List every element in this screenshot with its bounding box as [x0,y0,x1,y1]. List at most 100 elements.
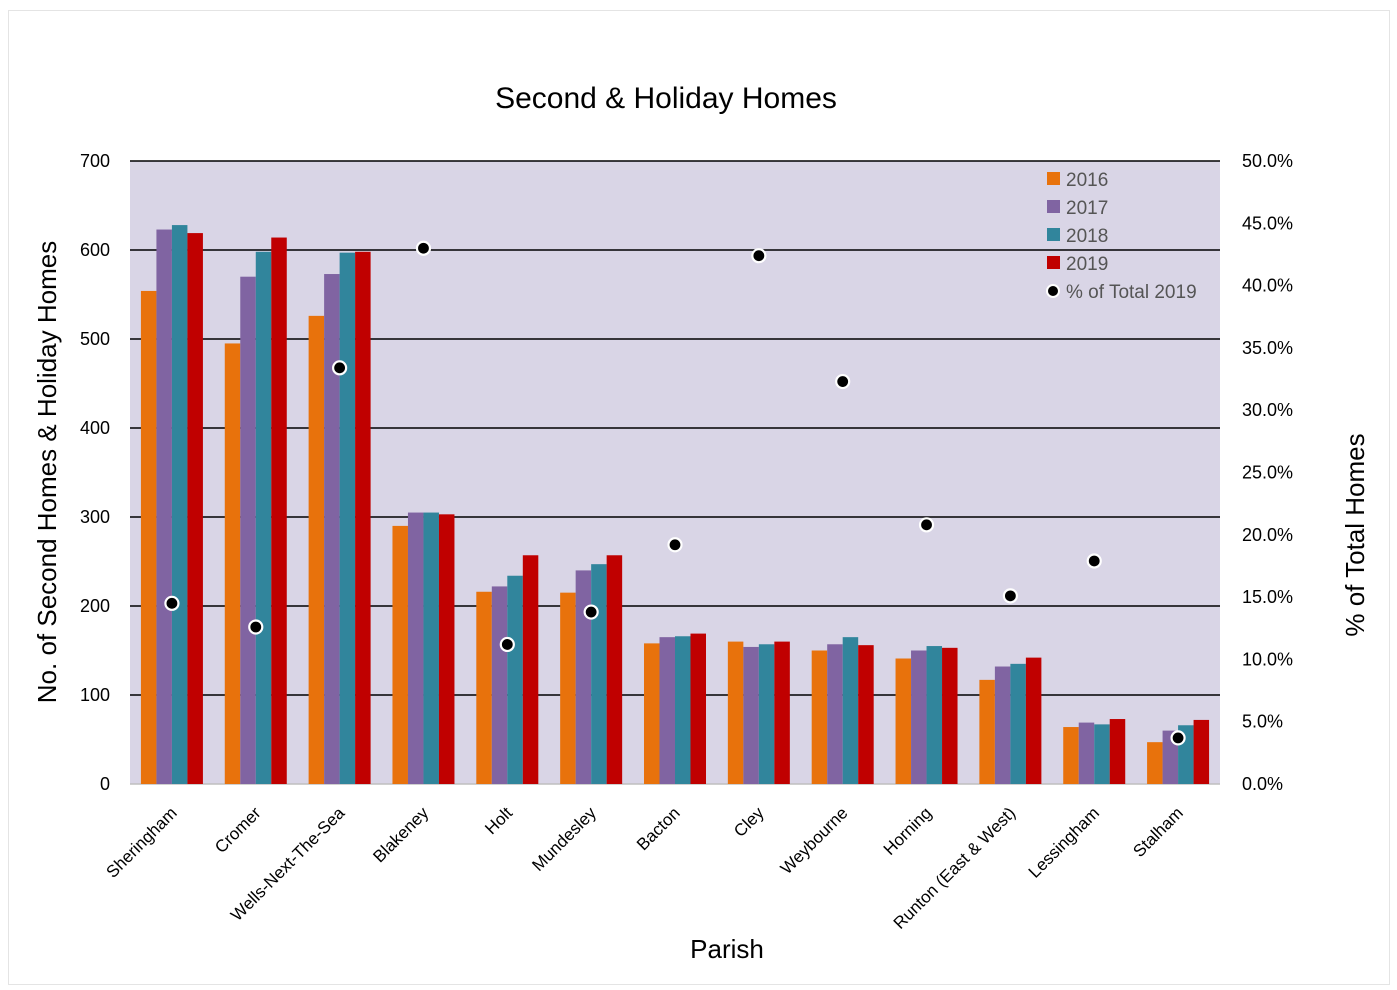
y-tick-label: 0 [100,774,110,794]
category-label: Holt [481,803,516,838]
category-label: Blakeney [369,803,432,866]
legend-swatch-2017 [1047,200,1060,213]
percent-marker-7 [751,248,767,264]
y2-tick-label: 50.0% [1242,151,1293,171]
y-tick-label: 200 [80,596,110,616]
bar-2019-3 [438,514,455,784]
bar-2016-5 [560,592,576,784]
legend-label: 2017 [1066,198,1108,219]
y2-tick-label: 10.0% [1242,649,1293,669]
percent-marker-1 [248,619,264,635]
percent-marker-8 [835,373,851,390]
bar-2019-5 [606,555,623,784]
y-tick-label: 600 [80,240,110,260]
bar-2019-10 [1025,657,1042,784]
bar-2018-1 [255,251,272,784]
bar-2019-1 [271,237,287,785]
chart-frame [8,10,1390,985]
right-axis-ticks: 0.0% 5.0% 10.0% 15.0% 20.0% 25.0% 30.0% 35.0% 40… [1242,151,1293,794]
bar-2018-5 [591,564,607,784]
percent-marker-4 [499,636,515,653]
left-axis-ticks: 0 100 200 300 400 500 600 700 [80,151,110,794]
bar-2019-8 [858,645,874,784]
bar-2019-9 [942,647,958,784]
chart-title: Second & Holiday Homes [495,82,837,115]
bar-2016-6 [644,643,660,784]
legend-marker-percent [1046,284,1060,298]
y-tick-label: 700 [80,151,110,171]
bar-2016-8 [811,650,828,784]
bar-2018-3 [423,512,439,784]
bar-2017-5 [575,570,592,784]
bar-2016-2 [308,315,325,784]
legend-label: 2019 [1066,254,1108,275]
legend-swatch-2016 [1047,172,1060,185]
percent-marker-6 [667,537,683,553]
bar-2019-12 [1193,719,1210,784]
percent-marker-5 [583,604,599,620]
bar-2018-10 [1010,663,1026,784]
y-tick-label: 400 [80,418,110,438]
category-label: Stalham [1129,803,1187,861]
bar-2019-7 [774,641,790,784]
bar-2018-2 [339,252,356,785]
bar-2016-9 [895,658,912,784]
bar-2017-7 [743,646,759,784]
bar-2016-3 [392,525,408,784]
bar-2016-4 [476,591,492,784]
y-tick-label: 100 [80,685,110,705]
y2-tick-label: 45.0% [1242,213,1293,233]
bar-2017-3 [407,512,424,784]
percent-marker-11 [1086,553,1102,569]
bar-2016-0 [140,290,157,784]
percent-marker-9 [918,517,935,533]
y2-tick-label: 35.0% [1242,338,1293,358]
percent-marker-12 [1170,730,1186,746]
bar-2018-8 [842,637,859,784]
bar-2018-4 [507,575,523,784]
bar-2019-11 [1109,719,1126,784]
y-tick-label: 500 [80,329,110,349]
percent-markers-group [164,240,1186,746]
category-label: Cley [730,803,768,841]
y-tick-label: 300 [80,507,110,527]
category-label: Sheringham [102,803,180,881]
percent-marker-2 [332,360,348,376]
y2-tick-label: 0.0% [1242,774,1283,794]
bar-2018-7 [758,644,775,784]
legend-label: 2016 [1066,170,1108,191]
y2-tick-label: 20.0% [1242,525,1293,545]
y2-tick-label: 25.0% [1242,463,1293,483]
bar-2018-0 [171,225,188,784]
bar-2016-7 [727,641,744,784]
legend-swatch-2019 [1047,256,1060,269]
legend-label: % of Total 2019 [1066,282,1197,303]
bar-2018-11 [1094,724,1110,784]
x-axis-title: Parish [690,934,764,964]
category-label: Weybourne [777,803,852,878]
legend-label: 2018 [1066,226,1108,247]
bar-2017-6 [659,637,675,784]
percent-marker-10 [1002,588,1018,604]
bar-2017-11 [1078,722,1095,784]
y-axis-title: No. of Second Homes & Holiday Homes [32,241,62,703]
bar-2019-0 [187,233,203,785]
category-label: Horning [880,803,936,859]
bar-2017-8 [827,644,843,784]
bar-2017-4 [491,586,508,784]
bar-2017-1 [240,276,256,784]
y2-tick-label: 5.0% [1242,712,1283,732]
percent-marker-0 [164,595,180,611]
bar-2016-12 [1147,742,1163,784]
category-label: Mundesley [528,803,600,875]
bar-2017-2 [324,274,340,784]
category-label: Cromer [211,803,265,857]
bar-2016-1 [224,343,241,784]
bar-2018-9 [926,646,943,784]
bar-2018-6 [675,636,691,784]
legend: 2016 2017 2018 2019 % of Total 2019 [1046,170,1197,303]
y2-tick-label: 30.0% [1242,400,1293,420]
bar-2017-9 [911,650,927,784]
